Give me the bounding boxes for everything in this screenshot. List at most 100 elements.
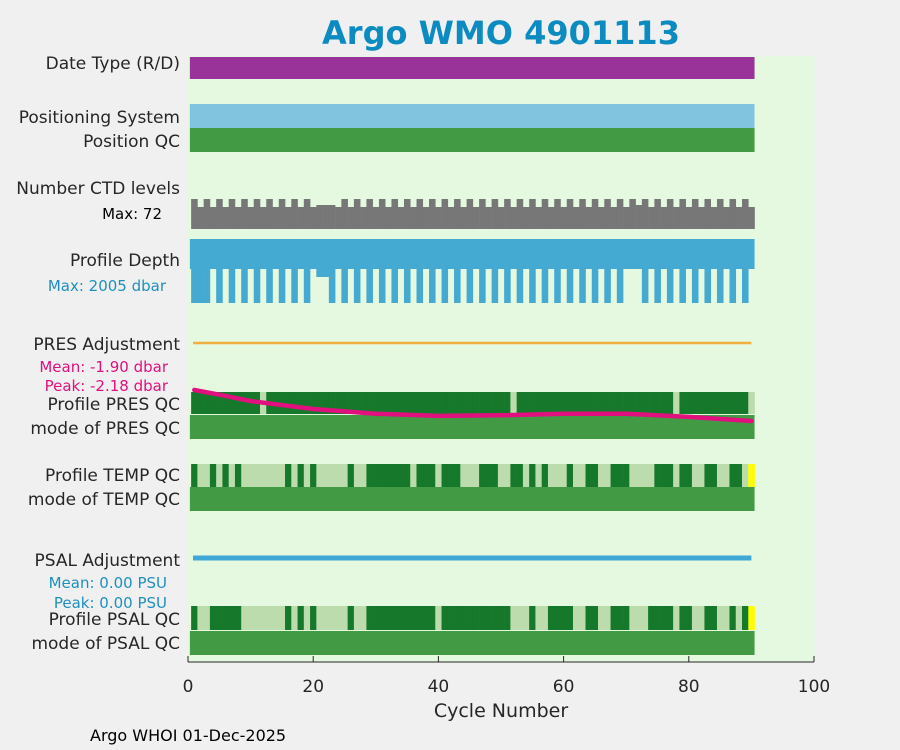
profile-depth-bar xyxy=(691,269,699,303)
profile-depth-bar xyxy=(454,269,461,303)
chart-title: Argo WMO 4901113 xyxy=(322,14,680,52)
profile-psal-qc-cycle xyxy=(222,606,229,630)
profile-psal-qc-cycle xyxy=(510,606,517,630)
profile-temp-qc-cycle xyxy=(504,464,511,487)
profile-psal-qc-cycle xyxy=(679,606,686,630)
profile-depth-bar xyxy=(704,269,712,303)
profile-temp-qc-cycle xyxy=(285,464,292,487)
profile-temp-qc-cycle xyxy=(272,464,280,487)
profile-psal-qc-cycle xyxy=(360,606,367,630)
profile-depth-bar xyxy=(341,269,348,303)
profile-depth-bar xyxy=(579,269,586,303)
profile-psal-qc-cycle xyxy=(598,606,605,630)
profile-pres-qc-cycle xyxy=(378,392,386,414)
profile-pres-qc-cycle xyxy=(497,392,505,414)
profile-psal-qc-cycle xyxy=(541,606,549,630)
ctd-level-bar xyxy=(335,207,342,229)
profile-temp-qc-cycle xyxy=(441,464,449,487)
label-date-type: Date Type (R/D) xyxy=(46,54,180,74)
profile-pres-qc-cycle xyxy=(191,392,198,414)
ctd-level-bar xyxy=(547,207,555,229)
ctd-level-bar xyxy=(272,207,280,229)
profile-depth-bar xyxy=(479,269,486,303)
profile-psal-qc-cycle xyxy=(247,606,255,630)
profile-pres-qc-cycle xyxy=(623,392,630,414)
profile-pres-qc-cycle xyxy=(291,392,298,414)
ctd-level-bar xyxy=(704,199,712,229)
profile-temp-qc-cycle xyxy=(510,464,517,487)
profile-psal-qc-cycle xyxy=(579,606,586,630)
profile-pres-qc-cycle xyxy=(454,392,461,414)
ctd-level-bar xyxy=(360,207,367,229)
ctd-level-bar xyxy=(529,199,536,229)
ctd-level-bar xyxy=(610,207,618,229)
profile-pres-qc-cycle xyxy=(691,392,699,414)
profile-psal-qc-cycle xyxy=(435,606,442,630)
profile-pres-qc-cycle xyxy=(635,392,643,414)
label-profile-depth: Profile Depth xyxy=(70,251,180,271)
profile-depth-bar xyxy=(191,269,198,303)
profile-pres-qc-cycle xyxy=(566,392,574,414)
profile-pres-qc-cycle xyxy=(203,392,211,414)
profile-temp-qc-cycle xyxy=(679,464,686,487)
profile-psal-qc-cycle xyxy=(748,606,755,630)
profile-pres-qc-cycle xyxy=(435,392,442,414)
ctd-level-bar xyxy=(560,207,568,229)
profile-temp-qc-cycle xyxy=(710,464,718,487)
profile-pres-qc-cycle xyxy=(322,392,330,414)
label-profile-pres-qc: Profile PRES QC xyxy=(47,395,180,415)
profile-psal-qc-cycle xyxy=(310,606,317,630)
profile-temp-qc-cycle xyxy=(623,464,630,487)
label-ctd-max: Max: 72 xyxy=(102,205,162,223)
profile-temp-qc-cycle xyxy=(197,464,204,487)
profile-pres-qc-cycle xyxy=(472,392,480,414)
profile-pres-qc-cycle xyxy=(572,392,580,414)
profile-pres-qc-cycle xyxy=(397,392,405,414)
profile-temp-qc-cycle xyxy=(748,464,755,487)
profile-temp-qc-cycle xyxy=(466,464,474,487)
profile-depth-bar xyxy=(266,269,273,303)
ctd-level-bar xyxy=(510,207,517,229)
ctd-level-bar xyxy=(710,207,718,229)
ctd-level-bar xyxy=(541,199,549,229)
ctd-level-bar xyxy=(403,199,411,229)
mode-temp-qc-bar xyxy=(189,487,755,511)
ctd-level-bar xyxy=(310,207,317,229)
profile-temp-qc-cycle xyxy=(535,464,542,487)
profile-pres-qc-cycle xyxy=(742,392,749,414)
profile-pres-qc-cycle xyxy=(748,392,755,414)
profile-pres-qc-cycle xyxy=(403,392,411,414)
profile-psal-qc-cycle xyxy=(191,606,198,630)
profile-pres-qc-cycle xyxy=(579,392,586,414)
x-axis-label: Cycle Number xyxy=(434,700,568,722)
profile-psal-qc-cycle xyxy=(504,606,511,630)
label-pres-peak: Peak: -2.18 dbar xyxy=(45,377,169,395)
profile-pres-qc-cycle xyxy=(685,392,693,414)
ctd-level-bar xyxy=(222,207,229,229)
ctd-level-bar xyxy=(748,207,755,229)
profile-temp-qc-cycle xyxy=(278,464,286,487)
label-psal-mean: Mean: 0.00 PSU xyxy=(49,574,167,592)
ctd-level-bar xyxy=(691,199,699,229)
profile-psal-qc-cycle xyxy=(378,606,386,630)
profile-depth-bar xyxy=(591,269,599,303)
ctd-level-bar xyxy=(648,207,655,229)
ctd-level-bar xyxy=(316,205,323,229)
label-mode-temp-qc: mode of TEMP QC xyxy=(28,490,180,510)
profile-psal-qc-cycle xyxy=(641,606,649,630)
profile-depth-bar xyxy=(429,269,436,303)
profile-depth-bar xyxy=(441,269,449,303)
profile-temp-qc-cycle xyxy=(497,464,505,487)
ctd-level-bar xyxy=(447,207,455,229)
ctd-level-bar xyxy=(591,199,599,229)
profile-psal-qc-cycle xyxy=(604,606,611,630)
label-pres-mean: Mean: -1.90 dbar xyxy=(39,358,169,376)
profile-pres-qc-cycle xyxy=(422,392,430,414)
ctd-level-bar xyxy=(472,207,480,229)
profile-psal-qc-cycle xyxy=(698,606,705,630)
ctd-level-bar xyxy=(629,199,636,229)
profile-temp-qc-cycle xyxy=(410,464,417,487)
profile-psal-qc-cycle xyxy=(704,606,712,630)
profile-psal-qc-cycle xyxy=(666,606,674,630)
profile-temp-qc-cycle xyxy=(472,464,480,487)
